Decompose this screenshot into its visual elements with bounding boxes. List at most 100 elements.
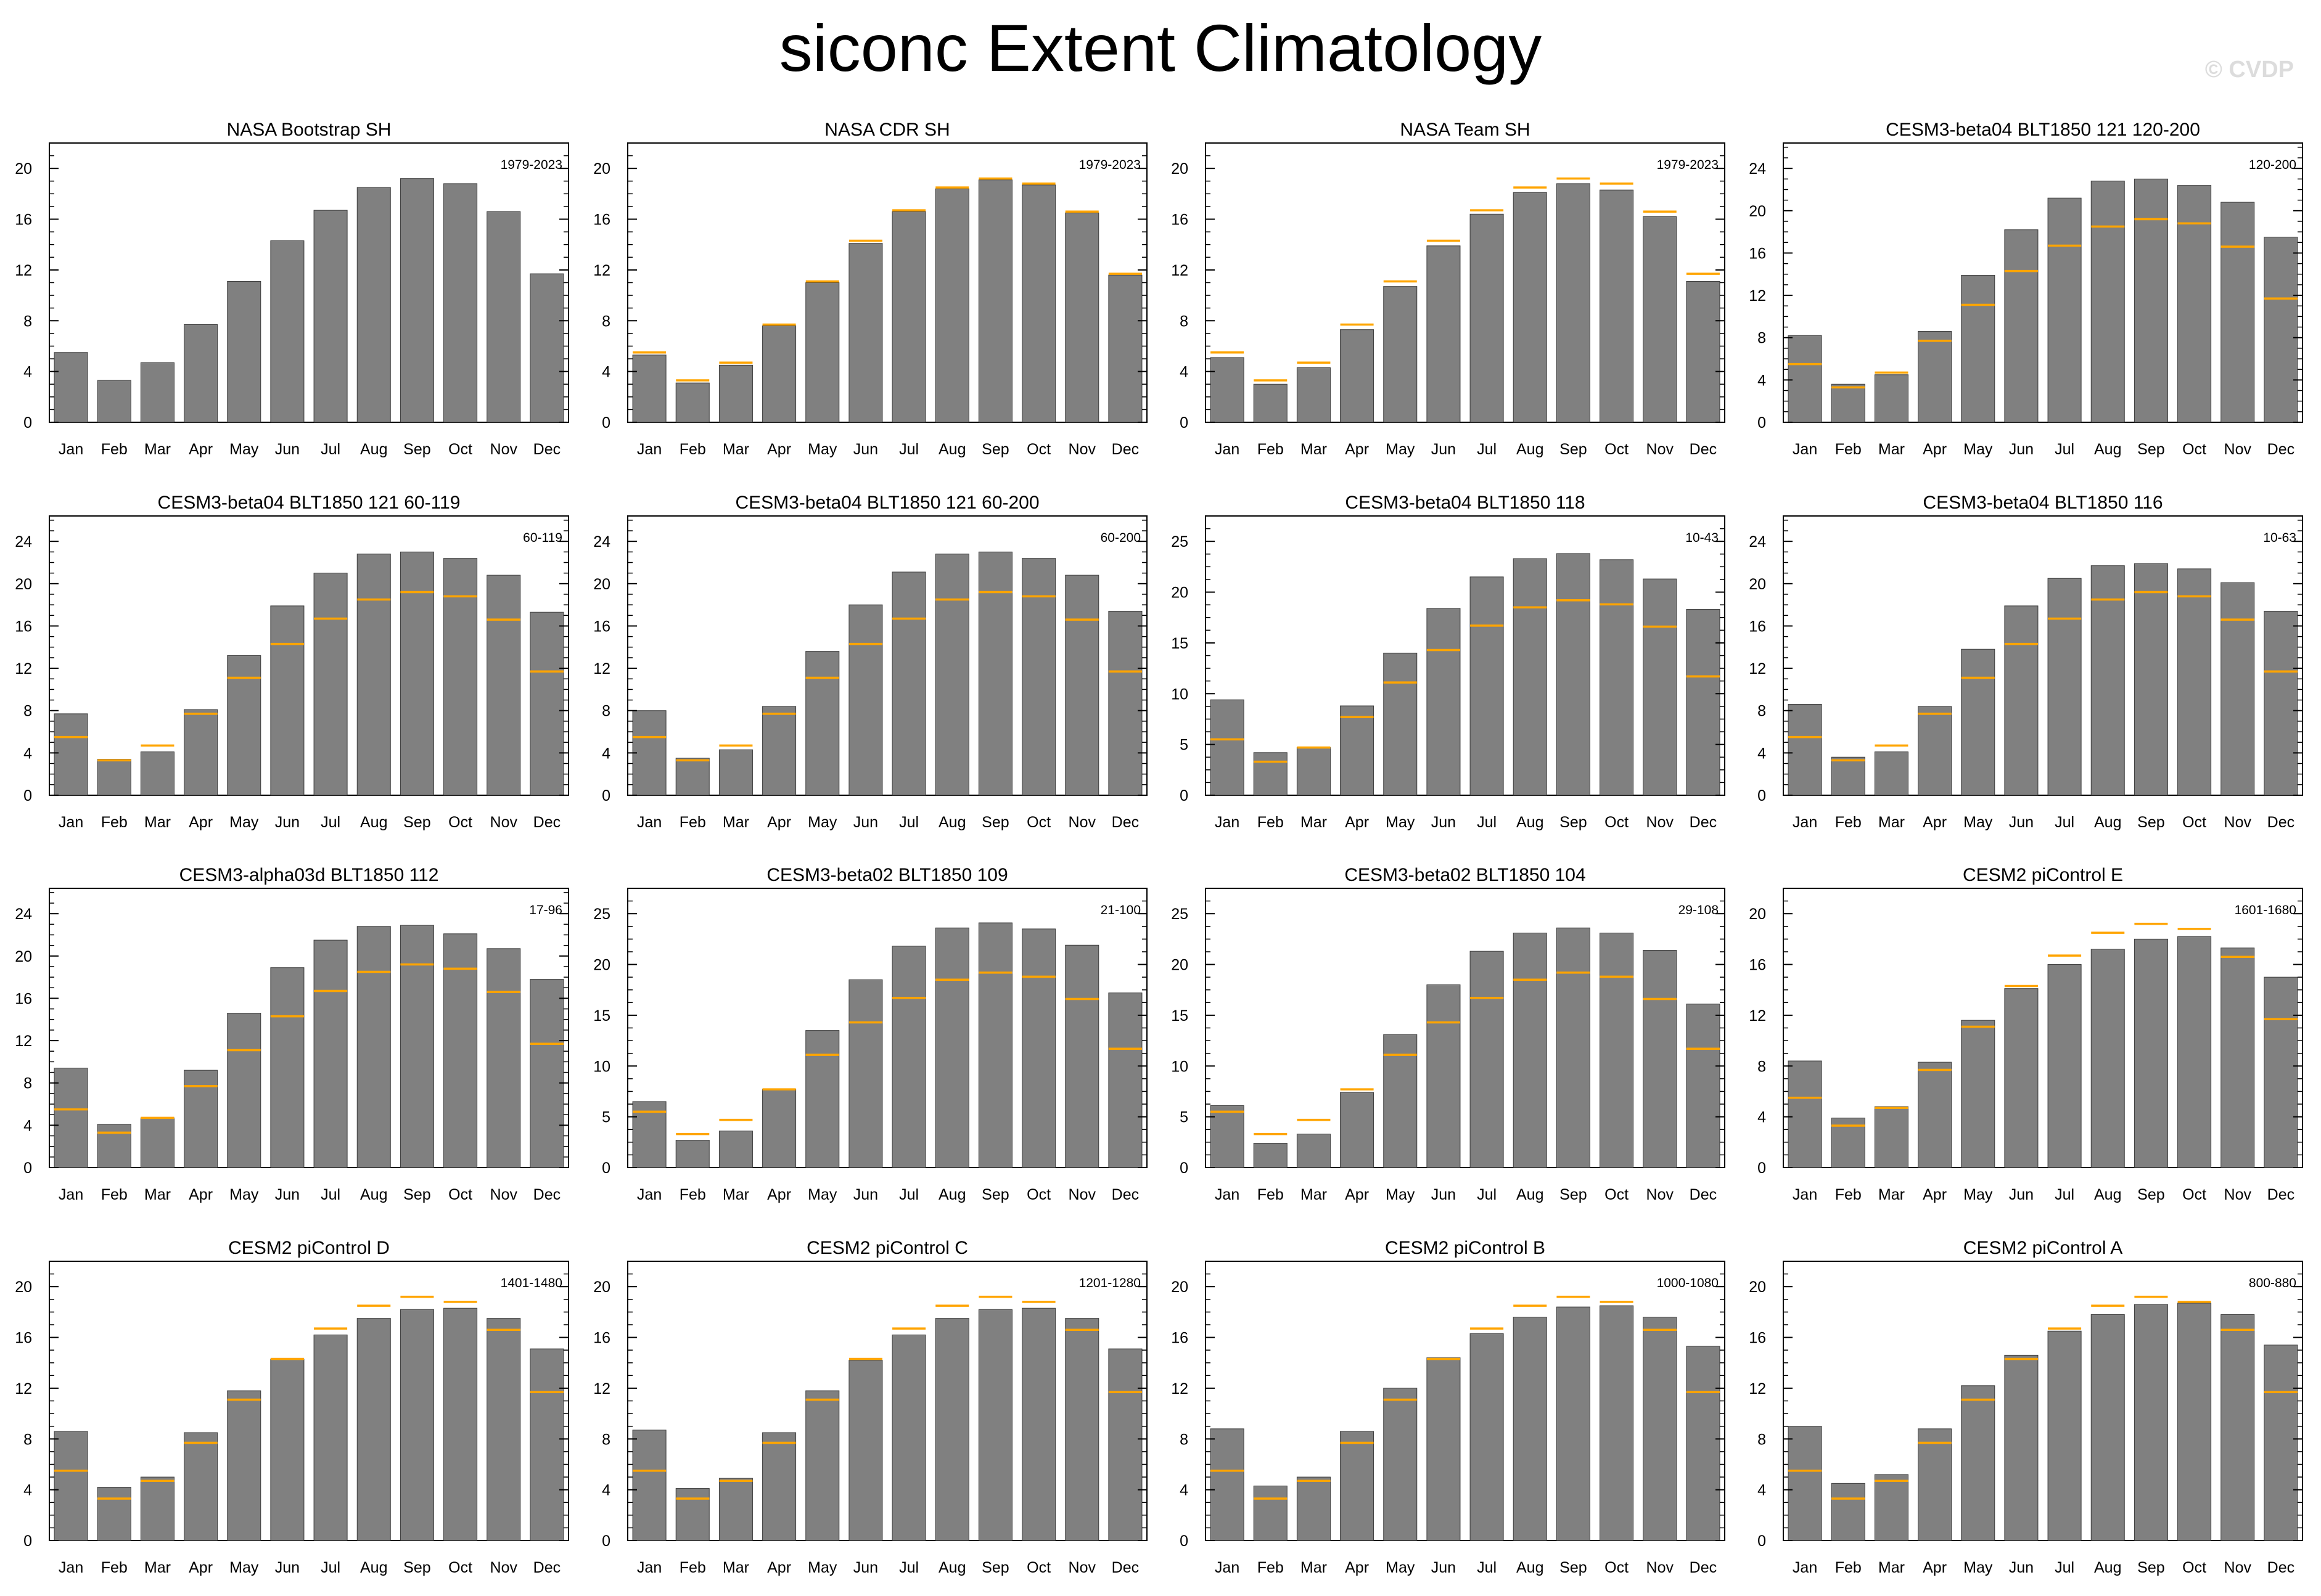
y-tick-label: 4 bbox=[602, 1482, 610, 1499]
bar-jul bbox=[313, 573, 348, 796]
bar-jun bbox=[270, 1359, 305, 1541]
x-tick-label: May bbox=[229, 1559, 259, 1576]
bar-jan bbox=[1788, 1426, 1822, 1541]
y-tick-label: 12 bbox=[593, 1380, 610, 1398]
x-tick-label: Dec bbox=[1690, 814, 1717, 831]
x-tick-label: May bbox=[229, 441, 259, 458]
bar-jan bbox=[1210, 1428, 1244, 1541]
y-tick-label: 8 bbox=[602, 703, 610, 720]
x-tick-label: Mar bbox=[144, 441, 171, 458]
x-tick-label: Jan bbox=[1215, 441, 1239, 458]
y-tick-label: 24 bbox=[1749, 160, 1766, 178]
bar-jul bbox=[313, 210, 348, 423]
y-tick-label: 0 bbox=[23, 1533, 32, 1550]
bar-aug bbox=[1513, 932, 1547, 1168]
x-tick-label: Apr bbox=[767, 441, 791, 458]
y-tick-label: 12 bbox=[1749, 287, 1766, 305]
x-tick-label: Apr bbox=[1923, 441, 1947, 458]
x-tick-label: Apr bbox=[189, 441, 213, 458]
panel-2: NASA CDR SH 1979-2023 0 4 8 12 16 20 Jan Feb Mar Ap… bbox=[593, 120, 1148, 458]
bar-nov bbox=[487, 211, 521, 423]
x-tick-label: Oct bbox=[1027, 814, 1051, 831]
bar-dec bbox=[2264, 237, 2298, 423]
bar-jul bbox=[2047, 1330, 2082, 1541]
x-tick-label: Feb bbox=[1835, 1186, 1862, 1203]
y-tick-label: 4 bbox=[1757, 745, 1766, 762]
plot-frame bbox=[49, 515, 569, 796]
x-tick-label: Apr bbox=[1345, 814, 1369, 831]
x-tick-label: Jan bbox=[59, 441, 83, 458]
bar-sep bbox=[1556, 183, 1590, 423]
y-tick-label: 20 bbox=[593, 957, 610, 974]
panel-11: CESM3-beta02 BLT1850 104 29-108 0 5 10 15 20 25… bbox=[1171, 865, 1725, 1203]
bar-mar bbox=[140, 751, 175, 796]
x-tick-label: Nov bbox=[1069, 441, 1096, 458]
y-tick-label: 8 bbox=[23, 313, 32, 330]
y-tick-label: 12 bbox=[593, 660, 610, 677]
bar-jan bbox=[1788, 703, 1822, 796]
x-tick-label: Jun bbox=[275, 441, 300, 458]
y-tick-label: 4 bbox=[23, 1482, 32, 1499]
bar-jul bbox=[1469, 1333, 1504, 1541]
bar-jan bbox=[632, 354, 667, 423]
bar-aug bbox=[935, 188, 969, 423]
bar-apr bbox=[1918, 1062, 1952, 1168]
period-label: 21-100 bbox=[1101, 903, 1141, 917]
panel-title: NASA CDR SH bbox=[824, 120, 950, 140]
y-tick-label: 12 bbox=[15, 1033, 32, 1050]
bar-dec bbox=[1686, 1346, 1720, 1541]
panel-title: CESM2 piControl C bbox=[807, 1238, 968, 1258]
y-tick-label: 12 bbox=[1749, 660, 1766, 677]
bar-nov bbox=[1643, 1317, 1677, 1541]
y-tick-label: 20 bbox=[15, 160, 32, 178]
y-tick-label: 16 bbox=[1749, 957, 1766, 974]
x-tick-label: Mar bbox=[1878, 1186, 1905, 1203]
x-tick-label: Dec bbox=[533, 1186, 561, 1203]
x-tick-label: Apr bbox=[1923, 1559, 1947, 1576]
x-tick-label: Jun bbox=[2009, 814, 2034, 831]
x-tick-label: Aug bbox=[2094, 441, 2121, 458]
y-tick-label: 15 bbox=[1171, 635, 1188, 652]
plot-frame bbox=[1783, 515, 2303, 796]
x-tick-label: Sep bbox=[982, 1559, 1009, 1576]
y-tick-label: 0 bbox=[1757, 414, 1766, 432]
bar-dec bbox=[2264, 1344, 2298, 1541]
x-tick-label: Aug bbox=[2094, 814, 2121, 831]
bar-apr bbox=[1340, 329, 1374, 423]
x-tick-label: May bbox=[808, 814, 837, 831]
bar-feb bbox=[1253, 1485, 1288, 1541]
bar-oct bbox=[2177, 1303, 2212, 1541]
bar-jan bbox=[54, 1431, 88, 1541]
x-tick-label: Mar bbox=[723, 814, 749, 831]
x-tick-label: Nov bbox=[2224, 814, 2252, 831]
bar-feb bbox=[675, 1140, 710, 1168]
y-tick-label: 16 bbox=[1171, 1330, 1188, 1347]
x-tick-label: Oct bbox=[1027, 1559, 1051, 1576]
x-tick-label: Aug bbox=[939, 814, 966, 831]
bar-mar bbox=[140, 1117, 175, 1168]
y-tick-label: 16 bbox=[593, 618, 610, 635]
bar-jul bbox=[1469, 576, 1504, 796]
bar-jan bbox=[54, 713, 88, 796]
bar-sep bbox=[400, 925, 434, 1168]
bar-nov bbox=[487, 1318, 521, 1541]
bar-jan bbox=[1788, 335, 1822, 423]
x-tick-label: Mar bbox=[1300, 1559, 1327, 1576]
x-tick-label: Oct bbox=[2182, 1559, 2206, 1576]
period-label: 29-108 bbox=[1678, 903, 1719, 917]
bar-oct bbox=[1600, 189, 1634, 423]
bar-jul bbox=[2047, 964, 2082, 1168]
y-tick-label: 0 bbox=[1180, 1533, 1188, 1550]
y-tick-label: 20 bbox=[593, 1279, 610, 1296]
panel-title: CESM2 piControl B bbox=[1385, 1238, 1545, 1258]
x-tick-label: May bbox=[808, 1559, 837, 1576]
y-tick-label: 4 bbox=[1757, 1109, 1766, 1126]
x-tick-label: May bbox=[1963, 1186, 1993, 1203]
bar-sep bbox=[1556, 553, 1590, 796]
y-tick-label: 10 bbox=[1171, 685, 1188, 703]
bar-oct bbox=[443, 1307, 478, 1541]
y-tick-label: 0 bbox=[1180, 1160, 1188, 1177]
bar-nov bbox=[2220, 1314, 2255, 1541]
bar-nov bbox=[1643, 578, 1677, 796]
x-tick-label: Feb bbox=[1835, 814, 1862, 831]
